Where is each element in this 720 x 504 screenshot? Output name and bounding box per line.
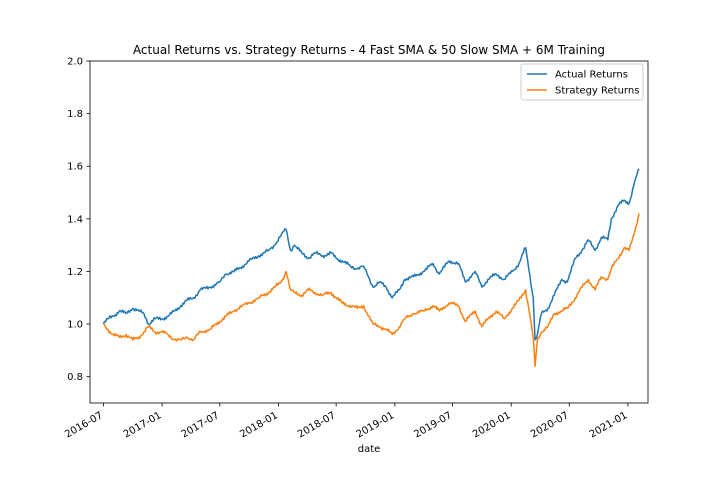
y-tick-label: 1.2 (67, 267, 83, 278)
chart-title: Actual Returns vs. Strategy Returns - 4 … (133, 43, 605, 57)
y-tick-label: 0.8 (67, 372, 83, 383)
plot-frame (89, 60, 649, 404)
series-line-actual-returns (102, 168, 640, 341)
y-tick-label: 2.0 (67, 57, 83, 68)
legend: Actual Returns Strategy Returns (520, 63, 644, 101)
y-tick-label: 1.8 (67, 109, 83, 120)
legend-label-strategy-returns: Strategy Returns (555, 86, 639, 97)
y-tick-label: 1.4 (67, 214, 83, 225)
series-line-strategy-returns (103, 213, 640, 367)
y-tick-label: 1.6 (67, 162, 83, 173)
legend-label-actual-returns: Actual Returns (555, 70, 628, 81)
y-tick-label: 1.0 (67, 320, 83, 331)
x-axis-label: date (358, 444, 381, 455)
legend-box (520, 63, 644, 101)
